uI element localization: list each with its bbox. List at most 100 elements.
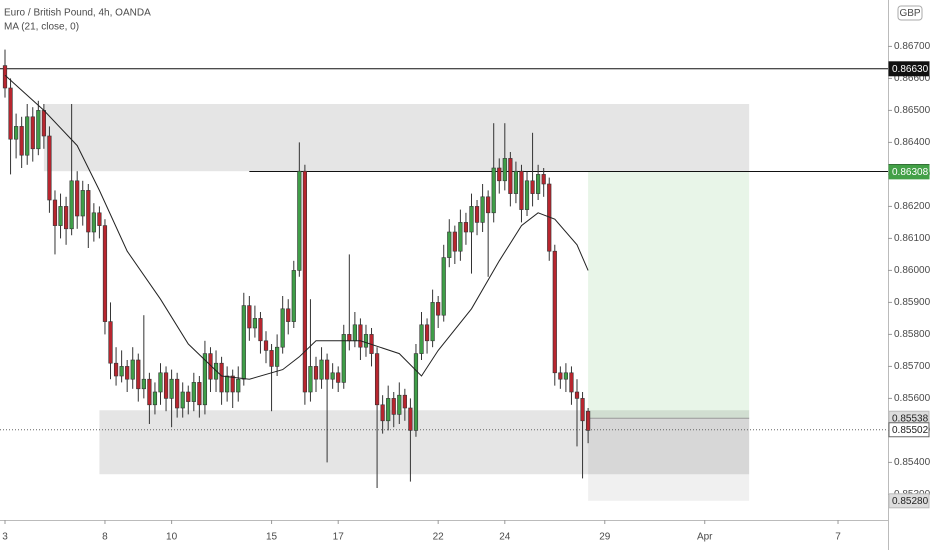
candle-body <box>247 305 252 329</box>
zone <box>43 104 750 172</box>
candle-body <box>19 126 24 156</box>
currency-label[interactable]: GBP <box>899 8 920 19</box>
candle-body <box>336 372 341 383</box>
price-label: 0.86630 <box>892 64 929 75</box>
candle-body <box>524 180 530 210</box>
candle-body <box>552 250 557 374</box>
candle-body <box>152 391 158 406</box>
candle-body <box>358 324 363 348</box>
candle-body <box>241 305 246 380</box>
candle-body <box>519 170 524 210</box>
currency-button[interactable] <box>897 5 923 21</box>
candle-body <box>452 231 457 252</box>
candle-body <box>14 126 19 140</box>
price-label: 0.85502 <box>892 425 929 436</box>
candle-body <box>202 353 208 406</box>
candle-body <box>374 353 380 406</box>
position-stop-area <box>588 418 750 501</box>
candle-body <box>130 359 135 380</box>
candle-body <box>147 378 152 406</box>
candle-body <box>474 206 480 223</box>
candle-body <box>313 366 319 380</box>
candle-body <box>136 359 141 390</box>
candle-body <box>574 391 580 399</box>
x-tick-label: 7 <box>835 532 841 543</box>
x-tick-label: 17 <box>333 532 345 543</box>
candle-body <box>497 167 502 182</box>
candle-body <box>41 110 46 137</box>
candle-body <box>386 398 391 422</box>
candle-body <box>469 206 474 233</box>
price-label-box <box>888 422 930 438</box>
candle-body <box>536 174 541 194</box>
candle-body <box>163 372 169 399</box>
indicator-legend: MA (21, close, 0) <box>4 22 79 33</box>
x-tick-label: 29 <box>599 532 611 543</box>
candle-body <box>513 170 519 194</box>
candle-body <box>158 372 163 393</box>
candle-body <box>491 167 496 214</box>
y-tick-label: 0.85900 <box>894 297 931 308</box>
candle-body <box>436 302 441 316</box>
candle-body <box>97 212 102 226</box>
y-tick-label: 0.86400 <box>894 137 931 148</box>
y-tick-label: 0.85400 <box>894 457 931 468</box>
candle-body <box>508 158 513 194</box>
x-tick-label: 8 <box>102 532 108 543</box>
candle-body <box>397 394 402 415</box>
candle-body <box>430 302 435 342</box>
candle-body <box>69 180 74 230</box>
candle-body <box>308 366 313 393</box>
candle-body <box>113 362 119 377</box>
candle-body <box>530 180 535 194</box>
candle-body <box>586 410 591 431</box>
candle-body <box>141 378 146 390</box>
x-tick-label: 3 <box>2 532 8 543</box>
candle-body <box>413 353 419 431</box>
candle-body <box>563 372 568 380</box>
candle-body <box>269 350 274 367</box>
candle-body <box>197 382 202 406</box>
candle-body <box>91 212 96 233</box>
candle-body <box>275 346 280 367</box>
candle-body <box>558 372 563 380</box>
x-tick-label: 24 <box>499 532 511 543</box>
position-target-area <box>588 171 750 419</box>
candle-body <box>47 135 52 201</box>
candle-body <box>263 340 269 351</box>
candle-body <box>402 394 407 409</box>
x-tick-label: Apr <box>697 532 713 543</box>
y-tick-label: 0.86600 <box>894 73 931 84</box>
candle-body <box>319 359 324 380</box>
price-label-box <box>888 61 930 77</box>
zone <box>99 410 750 475</box>
candle-body <box>352 324 357 342</box>
candle-body <box>63 206 69 230</box>
y-tick-label: 0.86000 <box>894 265 931 276</box>
candle-body <box>380 404 385 422</box>
candle-body <box>569 372 574 393</box>
plot-area <box>0 49 888 501</box>
price-label-box <box>888 164 930 180</box>
candle-body <box>119 366 124 377</box>
candle-body <box>541 174 546 185</box>
candle-body <box>125 366 130 380</box>
y-tick-label: 0.86500 <box>894 105 931 116</box>
candle-body <box>236 378 241 393</box>
candle-body <box>486 196 491 214</box>
candle-body <box>252 318 258 329</box>
candle-body <box>341 334 346 383</box>
candle-body <box>419 324 424 354</box>
price-label: 0.86308 <box>892 167 929 178</box>
candle-body <box>102 225 108 322</box>
candle-body <box>225 375 230 393</box>
y-tick-label: 0.86100 <box>894 233 931 244</box>
candle-body <box>58 206 63 226</box>
candle-body <box>175 378 180 409</box>
candle-body <box>36 110 41 150</box>
candle-body <box>180 391 185 409</box>
candle-body <box>80 190 85 217</box>
x-tick-label: 15 <box>266 532 278 543</box>
candle-body <box>391 398 396 415</box>
